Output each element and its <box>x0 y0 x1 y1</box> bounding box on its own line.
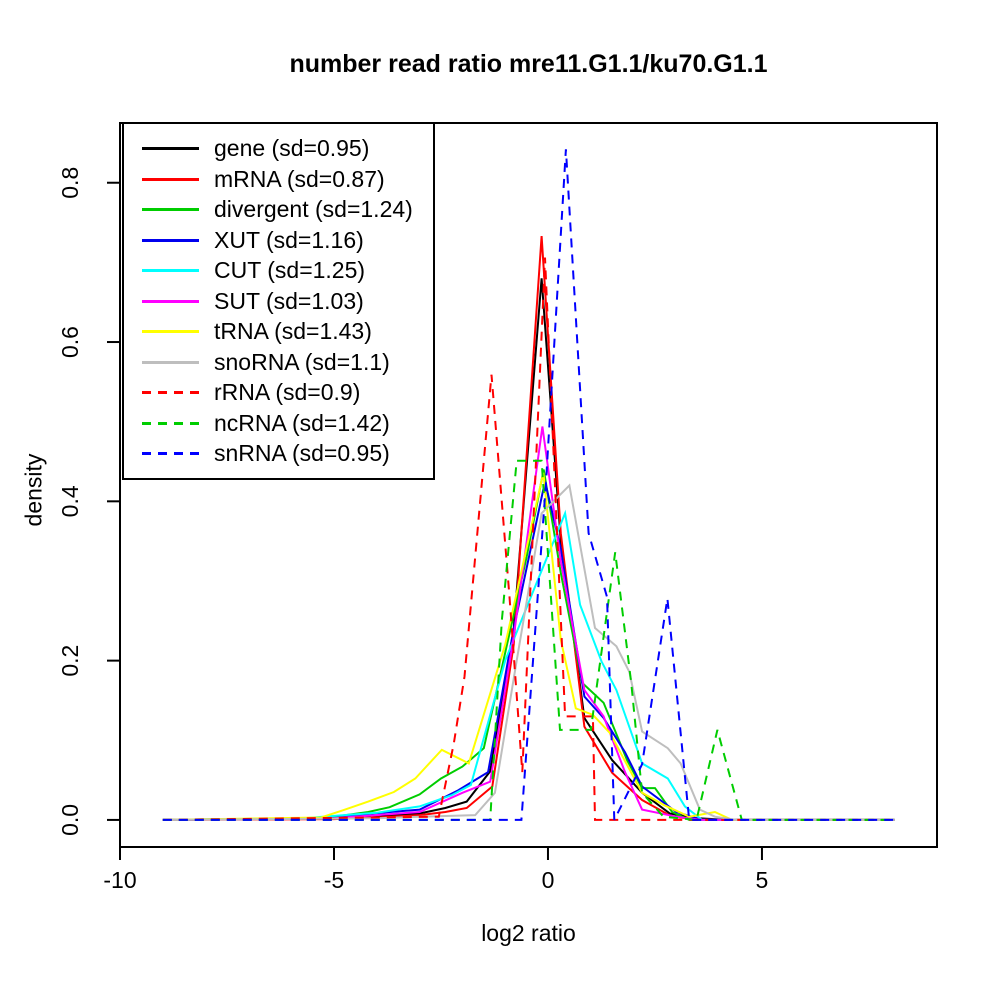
y-tick-label: 0.6 <box>57 326 83 358</box>
chart-title: number read ratio mre11.G1.1/ku70.G1.1 <box>289 50 768 78</box>
legend-line-sample-snoRNA <box>142 360 199 364</box>
series-line-snoRNA <box>162 483 895 821</box>
legend-item-mRNA: mRNA (sd=0.87) <box>124 164 433 195</box>
legend-line-sample-gene <box>142 147 199 150</box>
legend-line-sample-tRNA <box>142 330 199 333</box>
legend-line-sample-rRNA <box>142 391 199 394</box>
y-axis-label: density <box>20 453 47 527</box>
y-tick-label: 0.2 <box>57 645 83 677</box>
series-line-XUT <box>162 481 895 821</box>
legend-label-snRNA: snRNA (sd=0.95) <box>214 440 390 466</box>
legend-item-divergent: divergent (sd=1.24) <box>124 194 433 225</box>
series-line-snRNA <box>162 149 895 821</box>
legend-item-CUT: CUT (sd=1.25) <box>124 255 433 286</box>
legend-label-snoRNA: snoRNA (sd=1.1) <box>214 348 390 375</box>
legend-item-snRNA: snRNA (sd=0.95) <box>124 438 433 469</box>
legend-label-tRNA: tRNA (sd=1.43) <box>214 318 372 344</box>
x-tick-label: 5 <box>756 867 769 893</box>
x-tick-label: -10 <box>103 867 136 893</box>
series-line-tRNA <box>162 472 895 821</box>
y-tick-label: 0.8 <box>57 167 83 199</box>
legend-label-ncRNA: ncRNA (sd=1.42) <box>214 409 390 436</box>
plot-border <box>119 122 938 848</box>
legend-label-mRNA: mRNA (sd=0.87) <box>214 165 385 192</box>
legend-label-XUT: XUT (sd=1.16) <box>214 226 364 253</box>
legend-line-sample-SUT <box>142 299 199 303</box>
legend-label-SUT: SUT (sd=1.03) <box>214 287 364 314</box>
legend-line-sample-divergent <box>142 208 199 211</box>
x-axis-label: log2 ratio <box>481 920 576 946</box>
x-tick-label: 0 <box>542 867 555 893</box>
series-line-divergent <box>162 469 895 821</box>
legend-label-CUT: CUT (sd=1.25) <box>214 257 366 283</box>
legend-item-SUT: SUT (sd=1.03) <box>124 286 433 317</box>
y-tick-label: 0.4 <box>57 485 83 517</box>
legend-line-sample-XUT <box>142 238 199 242</box>
legend-item-rRNA: rRNA (sd=0.9) <box>124 377 433 408</box>
legend-line-sample-snRNA <box>142 452 199 455</box>
series-line-rRNA <box>162 257 895 821</box>
legend-label-gene: gene (sd=0.95) <box>214 135 370 161</box>
legend-box: gene (sd=0.95) mRNA (sd=0.87) divergent (s… <box>122 122 435 480</box>
legend-item-snoRNA: snoRNA (sd=1.1) <box>124 347 433 378</box>
y-tick-label: 0.0 <box>57 804 83 836</box>
legend-label-divergent: divergent (sd=1.24) <box>214 196 413 222</box>
series-line-ncRNA <box>162 459 895 821</box>
legend-label-rRNA: rRNA (sd=0.9) <box>214 379 361 405</box>
legend-item-tRNA: tRNA (sd=1.43) <box>124 316 433 347</box>
legend-line-sample-mRNA <box>142 177 199 181</box>
legend-line-sample-CUT <box>142 269 199 272</box>
legend-item-gene: gene (sd=0.95) <box>124 133 433 164</box>
legend-item-XUT: XUT (sd=1.16) <box>124 225 433 256</box>
legend-line-sample-ncRNA <box>142 421 199 425</box>
legend-item-ncRNA: ncRNA (sd=1.42) <box>124 408 433 439</box>
x-tick-label: -5 <box>324 867 344 893</box>
